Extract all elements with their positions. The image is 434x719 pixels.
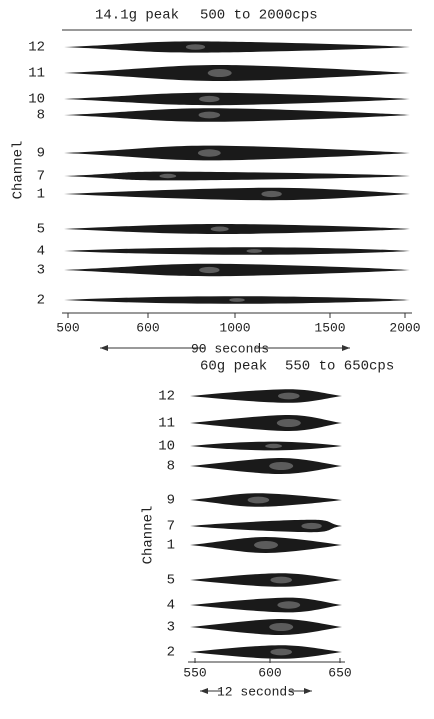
panel-title: 14.1g peak: [95, 8, 179, 24]
trace: [64, 263, 410, 277]
x-tick-label: 600: [258, 665, 281, 680]
trace-highlight: [265, 443, 282, 449]
trace: [64, 65, 410, 81]
trace: [190, 573, 342, 587]
channel-label: 8: [167, 459, 175, 475]
channel-label: 12: [28, 40, 45, 56]
trace: [190, 415, 342, 431]
channel-label: 7: [37, 169, 45, 185]
trace-highlight: [207, 69, 232, 77]
channel-label: 11: [28, 66, 45, 82]
trace: [190, 458, 342, 474]
channel-label: 9: [37, 146, 45, 162]
trace-highlight: [269, 623, 294, 631]
trace-highlight: [229, 298, 245, 302]
channel-label: 10: [28, 92, 45, 108]
x-tick-label: 2000: [389, 320, 420, 335]
channel-label: 8: [37, 108, 45, 124]
trace: [64, 247, 410, 255]
trace-highlight: [159, 173, 177, 179]
trace-highlight: [247, 496, 270, 504]
panel-title: 60g peak: [200, 359, 267, 375]
duration-label: 90 seconds: [191, 341, 269, 356]
trace-highlight: [197, 149, 221, 157]
trace: [64, 92, 410, 106]
channel-label: 5: [167, 573, 175, 589]
trace-highlight: [199, 95, 220, 103]
panel-range: 500 to 2000cps: [200, 8, 318, 24]
trace: [190, 519, 342, 533]
channel-label: 2: [167, 645, 175, 661]
trace-highlight: [270, 648, 293, 656]
trace: [64, 171, 410, 181]
trace-highlight: [261, 190, 282, 198]
channel-label: 7: [167, 519, 175, 535]
trace: [190, 389, 342, 403]
trace-highlight: [246, 249, 263, 253]
trace-highlight: [269, 462, 294, 470]
channel-label: 12: [158, 389, 175, 405]
trace: [190, 619, 342, 635]
trace: [190, 597, 342, 613]
trace-highlight: [185, 44, 206, 50]
channel-label: 1: [167, 538, 175, 554]
x-tick-label: 500: [56, 320, 79, 335]
trace: [190, 645, 342, 659]
trace: [64, 187, 410, 201]
trace-highlight: [276, 419, 301, 427]
trace-highlight: [278, 392, 300, 400]
panel-range: 550 to 650cps: [285, 359, 394, 375]
x-tick-label: 650: [328, 665, 351, 680]
traces: [64, 41, 410, 659]
x-tick-label: 550: [183, 665, 206, 680]
channel-label: 2: [37, 293, 45, 309]
trace-highlight: [270, 576, 293, 584]
trace: [64, 108, 410, 122]
trace: [64, 145, 410, 161]
channel-label: 4: [37, 244, 45, 260]
trace-highlight: [277, 601, 301, 609]
channel-label: 5: [37, 222, 45, 238]
trace-highlight: [210, 226, 229, 232]
duration-label: 12 seconds: [217, 684, 295, 699]
trace: [64, 224, 410, 234]
x-tick-label: 600: [136, 320, 159, 335]
x-tick-label: 1000: [219, 320, 250, 335]
y-axis-label: Channel: [141, 506, 157, 565]
channel-label: 1: [37, 187, 45, 203]
trace: [64, 41, 410, 53]
channel-label: 11: [158, 416, 175, 432]
trace-highlight: [199, 266, 220, 274]
channel-label: 9: [167, 493, 175, 509]
channel-label: 3: [167, 620, 175, 636]
trace-highlight: [254, 541, 278, 549]
y-axis-label: Channel: [11, 141, 27, 200]
trace-highlight: [301, 522, 322, 530]
trace-highlight: [198, 111, 221, 119]
channel-label: 10: [158, 439, 175, 455]
channel-label: 3: [37, 263, 45, 279]
x-tick-label: 1500: [314, 320, 345, 335]
channel-label: 4: [167, 598, 175, 614]
